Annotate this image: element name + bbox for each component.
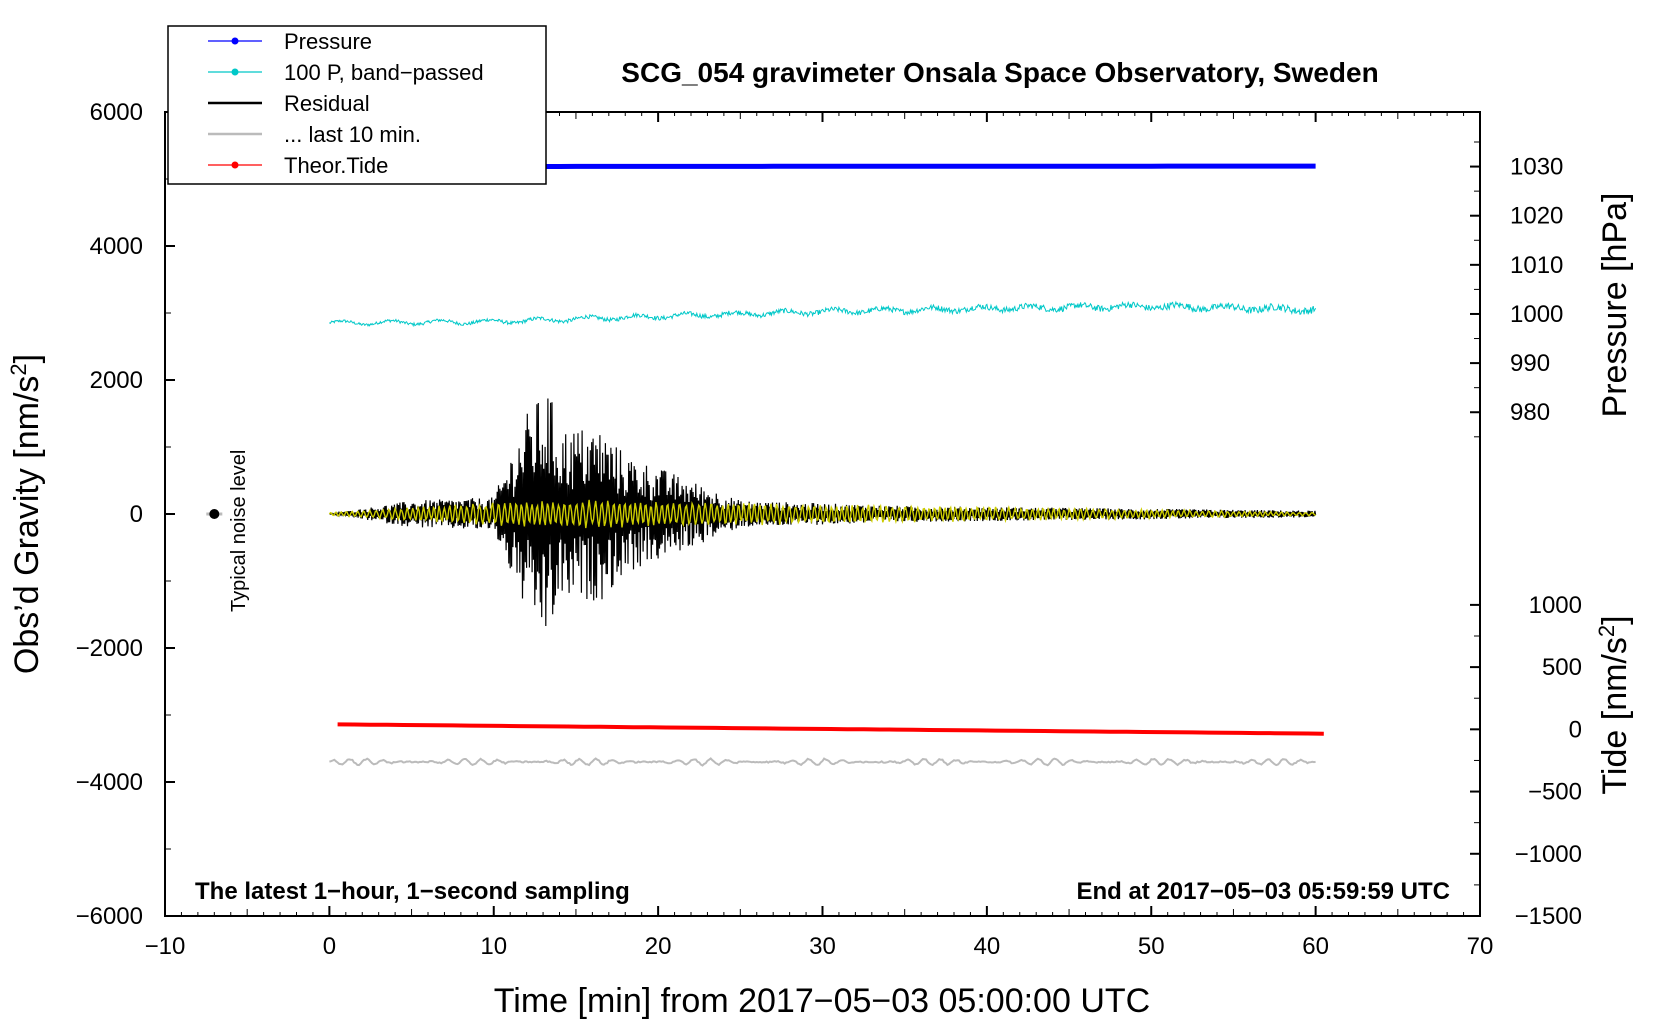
y-axis-title-sup: 2 [6, 363, 31, 375]
series-band-passed [329, 300, 1317, 328]
tide-axis-title: Tide [nm/s2] [1594, 615, 1634, 794]
pressure-tick-label: 1000 [1510, 301, 1563, 328]
tide-axis-title-end: ] [1596, 615, 1634, 624]
pressure-tick-label: 990 [1510, 350, 1550, 377]
tide-axis-title-main: Tide [nm/s [1596, 637, 1634, 794]
legend-label: Residual [284, 91, 370, 116]
pressure-tick-label: 1020 [1510, 203, 1563, 230]
chart-title: SCG_054 gravimeter Onsala Space Observat… [621, 57, 1378, 88]
legend-label: Theor.Tide [284, 153, 388, 178]
x-tick-label: −10 [145, 933, 186, 960]
tide-axis-title-sup: 2 [1594, 625, 1619, 637]
noise-marker: Typical noise level [206, 450, 250, 612]
tide-tick-label: 500 [1542, 654, 1582, 681]
x-tick-label: 10 [480, 933, 507, 960]
y-tick-label: 2000 [90, 367, 143, 394]
y-tick-label: −4000 [76, 769, 143, 796]
legend-marker [231, 161, 239, 169]
y-tick-label: 6000 [90, 99, 143, 126]
note-right: End at 2017−05−03 05:59:59 UTC [1076, 878, 1450, 905]
legend-label: Pressure [284, 29, 372, 54]
legend-box [167, 25, 547, 185]
legend-marker [231, 37, 239, 45]
legend-label: ... last 10 min. [284, 122, 421, 147]
series-layer [328, 163, 1324, 767]
pressure-axis-title: Pressure [hPa] [1596, 193, 1634, 418]
series-last-10-min [329, 757, 1316, 767]
pressure-tick-label: 980 [1510, 399, 1550, 426]
noise-dot [209, 509, 220, 519]
y-tick-label: −6000 [76, 903, 143, 930]
tide-axis-ticks: −1500 −1000 −500 0 500 1000 [1470, 592, 1582, 930]
note-left: The latest 1−hour, 1−second sampling [195, 878, 630, 905]
y-axis-title-main: Obs’d Gravity [nm/s [8, 376, 46, 675]
series-theor-tide [337, 722, 1324, 736]
x-axis-ticks: −10 0 10 20 30 40 50 60 70 [145, 112, 1494, 960]
tide-tick-label: 1000 [1529, 592, 1582, 619]
x-tick-label: 50 [1138, 933, 1165, 960]
x-tick-label: 60 [1302, 933, 1329, 960]
tide-tick-label: −500 [1528, 779, 1582, 806]
series-residual-filtered [328, 499, 1317, 529]
pressure-axis-ticks: 980 990 1000 1010 1020 1030 [1470, 141, 1563, 438]
tide-tick-label: −1500 [1515, 903, 1582, 930]
x-tick-label: 70 [1467, 933, 1494, 960]
y-axis-ticks: −6000 −4000 −2000 0 2000 4000 6000 [76, 99, 175, 930]
legend-label: 100 P, band−passed [284, 60, 484, 85]
x-tick-label: 30 [809, 933, 836, 960]
legend-marker [231, 68, 239, 76]
pressure-tick-label: 1010 [1510, 252, 1563, 279]
y-tick-label: 4000 [90, 233, 143, 260]
y-axis-title: Obs’d Gravity [nm/s2] [6, 354, 46, 674]
pressure-tick-label: 1030 [1510, 154, 1563, 181]
tide-tick-label: −1000 [1515, 841, 1582, 868]
x-axis-title: Time [min] from 2017−05−03 05:00:00 UTC [494, 982, 1150, 1020]
x-tick-label: 20 [645, 933, 672, 960]
y-tick-label: −2000 [76, 635, 143, 662]
y-tick-label: 0 [130, 501, 143, 528]
x-tick-label: 0 [323, 933, 336, 960]
noise-label: Typical noise level [228, 450, 250, 612]
y-axis-title-end: ] [8, 354, 46, 363]
legend: Pressure 100 P, band−passed Residual ... la… [167, 25, 547, 185]
tide-tick-label: 0 [1569, 716, 1582, 743]
x-tick-label: 40 [974, 933, 1001, 960]
